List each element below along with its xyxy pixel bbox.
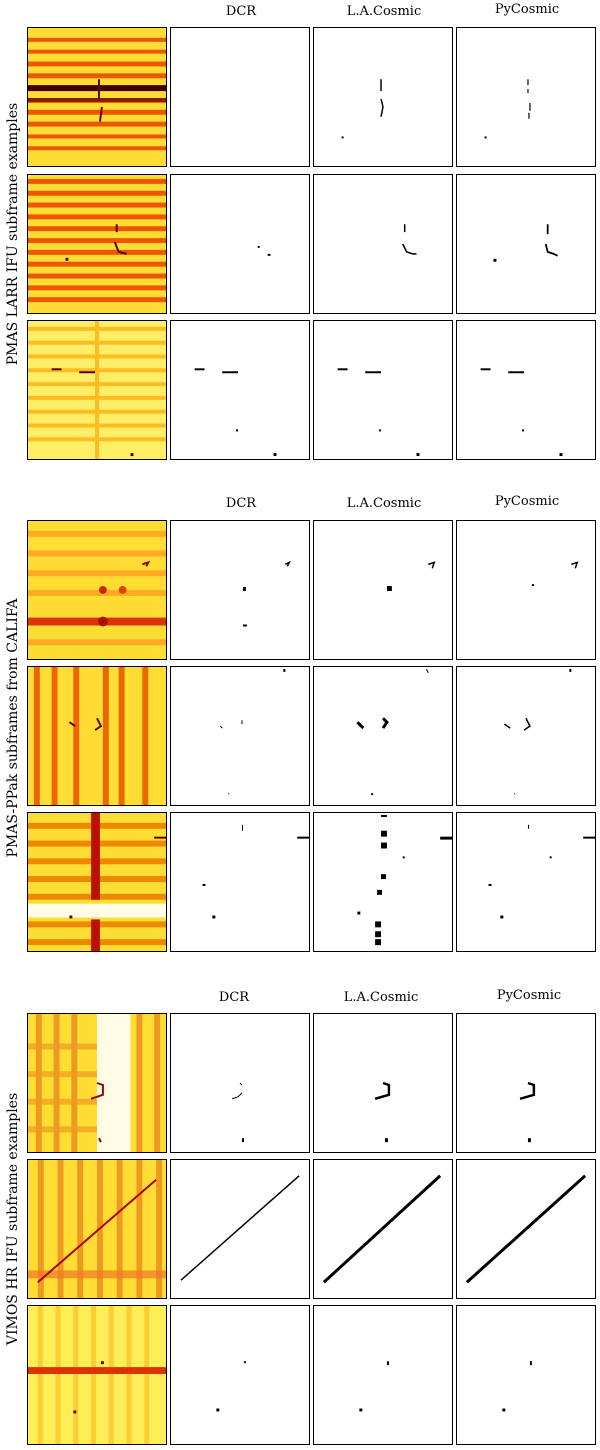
column-label-lacosmic: L.A.Cosmic: [343, 990, 419, 1005]
mask-dcr: [170, 1305, 310, 1445]
column-label-pycosmic: PyCosmic: [494, 2, 560, 17]
mask-lacosmic: [313, 320, 453, 460]
mask-pycosmic: [456, 27, 596, 167]
mask-pycosmic: [456, 812, 596, 952]
subframe-image: [27, 1305, 167, 1445]
subframe-image: [27, 1159, 167, 1299]
column-label-lacosmic: L.A.Cosmic: [346, 496, 422, 511]
mask-pycosmic: [456, 320, 596, 460]
mask-lacosmic: [313, 174, 453, 314]
mask-pycosmic: [456, 520, 596, 660]
column-label-dcr: DCR: [225, 496, 257, 511]
column-label-pycosmic: PyCosmic: [494, 494, 560, 509]
mask-dcr: [170, 320, 310, 460]
mask-pycosmic: [456, 1013, 596, 1153]
mask-dcr: [170, 812, 310, 952]
mask-pycosmic: [456, 1159, 596, 1299]
subframe-image: [27, 320, 167, 460]
mask-lacosmic: [313, 1013, 453, 1153]
group-pmas-larr: DCR L.A.Cosmic PyCosmic PMAS LARR IFU su…: [0, 0, 600, 470]
subframe-image: [27, 1013, 167, 1153]
side-label-vimos: VIMOS HR IFU subframe examples: [5, 1092, 21, 1346]
mask-lacosmic: [313, 666, 453, 806]
column-label-dcr: DCR: [225, 4, 257, 19]
mask-pycosmic: [456, 1305, 596, 1445]
column-label-dcr: DCR: [218, 990, 250, 1005]
side-label-pmas-ppak: PMAS-PPak subframes from CALIFA: [5, 598, 21, 858]
group-pmas-ppak: DCR L.A.Cosmic PyCosmic PMAS-PPak subfra…: [0, 490, 600, 960]
mask-pycosmic: [456, 174, 596, 314]
subframe-image: [27, 666, 167, 806]
mask-dcr: [170, 1159, 310, 1299]
mask-lacosmic: [313, 1159, 453, 1299]
column-label-pycosmic: PyCosmic: [496, 988, 562, 1003]
mask-lacosmic: [313, 27, 453, 167]
mask-dcr: [170, 1013, 310, 1153]
mask-pycosmic: [456, 666, 596, 806]
subframe-image: [27, 174, 167, 314]
subframe-image: [27, 812, 167, 952]
group-vimos: DCR L.A.Cosmic PyCosmic VIMOS HR IFU sub…: [0, 985, 600, 1450]
mask-dcr: [170, 27, 310, 167]
side-label-pmas-larr: PMAS LARR IFU subframe examples: [5, 102, 21, 366]
mask-dcr: [170, 174, 310, 314]
mask-dcr: [170, 520, 310, 660]
mask-lacosmic: [313, 1305, 453, 1445]
mask-lacosmic: [313, 520, 453, 660]
subframe-image: [27, 520, 167, 660]
subframe-image: [27, 27, 167, 167]
column-label-lacosmic: L.A.Cosmic: [346, 4, 422, 19]
mask-lacosmic: [313, 812, 453, 952]
mask-dcr: [170, 666, 310, 806]
